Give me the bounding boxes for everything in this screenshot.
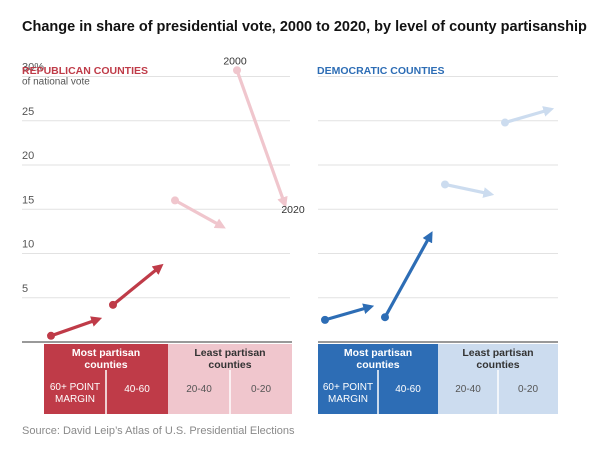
category-box xyxy=(230,344,292,414)
period-start-label: 2000 xyxy=(223,55,247,67)
chart-title: Change in share of presidential vote, 20… xyxy=(22,19,587,35)
category-label: 0-20 xyxy=(518,384,538,395)
y-tick-label: 20 xyxy=(22,150,34,162)
category-label: 40-60 xyxy=(395,384,421,395)
series-arrow xyxy=(324,303,375,322)
series-start-dot xyxy=(501,118,509,127)
y-tick-label: 25 xyxy=(22,106,34,118)
category-label: MARGIN xyxy=(328,394,368,405)
group-label: counties xyxy=(208,359,251,371)
y-tick-label: 10 xyxy=(22,239,34,251)
group-label: counties xyxy=(476,359,519,371)
category-box xyxy=(168,344,230,414)
source-note: Source: David Leip’s Atlas of U.S. Presi… xyxy=(22,425,295,437)
series-start-dot xyxy=(441,180,449,189)
category-box xyxy=(44,344,106,414)
group-label: Most partisan xyxy=(344,347,412,359)
y-tick-label: 5 xyxy=(22,283,28,295)
series-start-dot xyxy=(233,66,241,75)
series-arrow xyxy=(383,231,433,318)
series-arrow xyxy=(111,263,164,307)
series-start-dot xyxy=(381,313,389,322)
series-start-dot xyxy=(109,300,117,309)
series-arrow xyxy=(504,106,555,125)
category-label: 60+ POINT xyxy=(50,382,100,393)
y-tick-label: 30% xyxy=(22,62,44,74)
panel-title: DEMOCRATIC COUNTIES xyxy=(317,65,445,77)
series-start-dot xyxy=(171,196,179,205)
category-label: 60+ POINT xyxy=(323,382,373,393)
category-label: 20-40 xyxy=(455,384,481,395)
group-label: Least partisan xyxy=(462,347,533,359)
series-arrow xyxy=(50,316,103,338)
category-label: 0-20 xyxy=(251,384,271,395)
y-tick-label: 15 xyxy=(22,194,34,206)
group-label: counties xyxy=(356,359,399,371)
y-axis-label: of national vote xyxy=(22,77,90,88)
period-end-label: 2020 xyxy=(281,204,305,216)
category-box xyxy=(106,344,168,414)
group-label: Most partisan xyxy=(72,347,140,359)
category-box xyxy=(498,344,558,414)
category-box xyxy=(378,344,438,414)
group-label: Least partisan xyxy=(194,347,265,359)
series-arrow xyxy=(235,69,288,208)
series-start-dot xyxy=(47,331,55,340)
category-box xyxy=(318,344,378,414)
group-label: counties xyxy=(84,359,127,371)
category-label: 20-40 xyxy=(186,384,212,395)
panel-title: REPUBLICAN COUNTIES xyxy=(22,65,148,77)
category-box xyxy=(438,344,498,414)
series-start-dot xyxy=(321,315,329,324)
series-arrow xyxy=(174,198,226,229)
category-label: 40-60 xyxy=(124,384,150,395)
series-arrow xyxy=(444,182,495,198)
category-label: MARGIN xyxy=(55,394,95,405)
